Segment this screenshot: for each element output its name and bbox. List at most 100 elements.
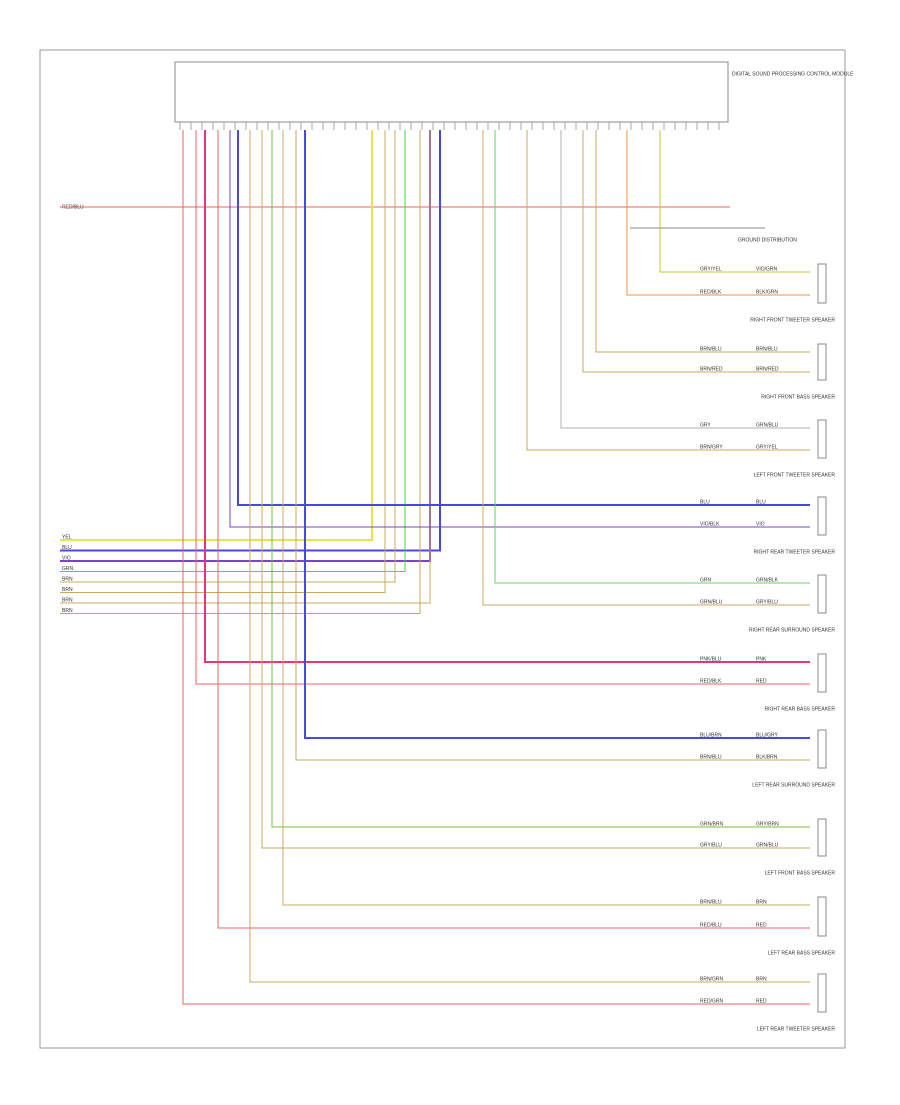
bus-wire <box>60 130 421 614</box>
wire-label: RED/BLK <box>700 289 722 295</box>
wire-end-label: BLK/GRN <box>756 289 778 295</box>
wire-label: GRN <box>700 577 712 583</box>
speaker-label: RIGHT FRONT BASS SPEAKER <box>761 394 835 400</box>
speaker-label: RIGHT REAR BASS SPEAKER <box>765 706 836 712</box>
bus-label: BRN <box>62 576 73 582</box>
speaker-wire <box>295 130 810 761</box>
speaker-label: RIGHT REAR SURROUND SPEAKER <box>749 627 835 633</box>
speaker-connector <box>817 896 827 937</box>
wire-label: BRN/BLU <box>700 899 722 905</box>
bus-wire <box>60 130 396 583</box>
wire-end-label: GRN/BLU <box>756 842 779 848</box>
wire-label: GRY/YEL <box>700 266 722 272</box>
speaker-label: LEFT REAR BASS SPEAKER <box>768 950 836 956</box>
wire-end-label: RED <box>756 998 767 1004</box>
speaker-connector <box>817 419 827 459</box>
bus-wire <box>60 130 373 541</box>
wire-label: GRN/BRN <box>700 821 723 827</box>
wire-end-label: BLK/BRN <box>756 754 778 760</box>
bus-wire <box>60 130 431 562</box>
bus-wire <box>60 130 406 572</box>
speaker-connector <box>817 973 827 1013</box>
speaker-wire <box>482 130 810 606</box>
speaker-wire <box>217 130 810 929</box>
speaker-wire <box>229 130 810 528</box>
speaker-connector <box>817 729 827 769</box>
speaker-wire <box>526 130 810 451</box>
wire-label: BRN/BLU <box>700 754 722 760</box>
speaker-label: RIGHT FRONT TWEETER SPEAKER <box>750 317 835 323</box>
speaker-wire <box>195 130 810 685</box>
speaker-wire <box>304 130 810 739</box>
speaker-label: LEFT REAR SURROUND SPEAKER <box>752 782 835 788</box>
wire-label: RED/GRN <box>700 998 723 1004</box>
bus-wire <box>60 130 441 552</box>
wire-label: BRN/BLU <box>700 346 722 352</box>
wire-label: VIO/BLK <box>700 521 720 527</box>
wire-end-label: RED <box>756 678 767 684</box>
bus-label: BRN <box>62 587 73 593</box>
wire-label: GRY <box>700 422 711 428</box>
speaker-wire <box>271 130 810 828</box>
wire-label: RED/BLU <box>700 922 722 928</box>
ground-label: GROUND DISTRIBUTION <box>738 237 797 243</box>
wire-end-label: BRN <box>756 899 767 905</box>
wire-end-label: BRN/RED <box>756 366 779 372</box>
wire-end-label: GRY/YEL <box>756 444 778 450</box>
speaker-wire <box>282 130 810 906</box>
wire-end-label: GRN/BLU <box>756 422 779 428</box>
bus-label: BRN <box>62 597 73 603</box>
bus-wire <box>60 130 386 593</box>
wire-label: BLU <box>700 499 710 505</box>
wire-end-label: PNK <box>756 656 767 662</box>
wire-end-label: RED <box>756 922 767 928</box>
speaker-label: LEFT REAR TWEETER SPEAKER <box>757 1026 836 1032</box>
speaker-connector <box>817 574 827 614</box>
bus-label: GRN <box>62 566 74 572</box>
wire-end-label: BRN/BLU <box>756 346 778 352</box>
speaker-wire <box>249 130 810 983</box>
wire-end-label: VIO/GRN <box>756 266 778 272</box>
speaker-label: LEFT FRONT TWEETER SPEAKER <box>754 472 836 478</box>
speaker-wire <box>494 130 810 584</box>
speaker-connector <box>817 818 827 857</box>
speaker-connector <box>817 653 827 693</box>
speaker-wire <box>582 130 810 373</box>
speaker-label: RIGHT REAR TWEETER SPEAKER <box>754 549 836 555</box>
speaker-connector <box>817 343 827 381</box>
speaker-wire <box>659 130 810 273</box>
speaker-wire <box>261 130 810 849</box>
speaker-wire <box>182 130 810 1005</box>
bus-wire <box>60 130 431 604</box>
frame <box>39 49 846 1049</box>
speaker-label: LEFT FRONT BASS SPEAKER <box>765 870 836 876</box>
wire-label: GRN/BLU <box>700 599 723 605</box>
speaker-connector <box>817 263 827 304</box>
speaker-wire <box>626 130 810 296</box>
wire-end-label: VIO <box>756 521 765 527</box>
wire-end-label: GRY/BRN <box>756 821 779 827</box>
speaker-wire <box>204 130 810 663</box>
wire-end-label: BLU/GRY <box>756 732 779 738</box>
wire-end-label: BRN <box>756 976 767 982</box>
bus-label: VIO <box>62 555 71 561</box>
bus-label: BRN <box>62 608 73 614</box>
wire-label: BRN/RED <box>700 366 723 372</box>
wire-label: GRY/BLU <box>700 842 722 848</box>
wire-end-label: GRN/BLK <box>756 577 779 583</box>
wire-label: BLU/BRN <box>700 732 722 738</box>
bus-label: BLU <box>62 545 72 551</box>
speaker-wire <box>560 130 810 429</box>
wire-label: BRN/GRN <box>700 976 723 982</box>
wire-label: BRN/GRY <box>700 444 723 450</box>
wire-end-label: GRY/BLU <box>756 599 778 605</box>
module-box <box>174 61 729 123</box>
speaker-wire <box>595 130 810 353</box>
wire-label: PNK/BLU <box>700 656 722 662</box>
bus-label: YEL <box>62 534 72 540</box>
speaker-connector <box>817 496 827 536</box>
speaker-wire <box>237 130 810 506</box>
wire-end-label: BLU <box>756 499 766 505</box>
wire-label: RED/BLK <box>700 678 722 684</box>
